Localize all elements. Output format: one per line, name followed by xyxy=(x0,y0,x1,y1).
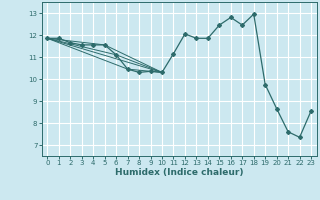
X-axis label: Humidex (Indice chaleur): Humidex (Indice chaleur) xyxy=(115,168,244,177)
